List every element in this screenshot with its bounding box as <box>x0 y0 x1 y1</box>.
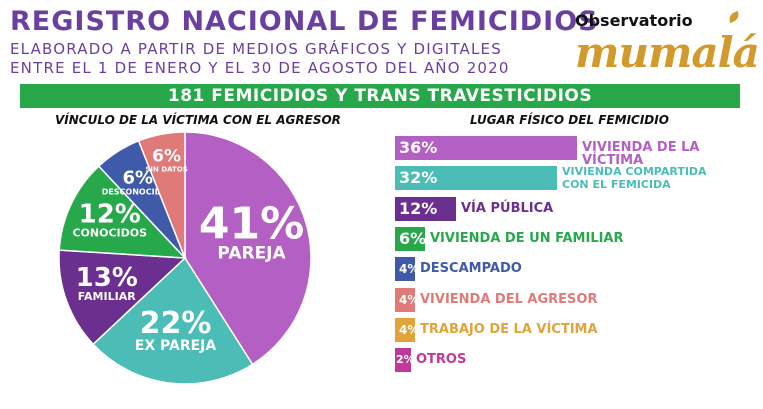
bar-row: 36% VIVIENDA DE LA VÍCTIMA <box>395 136 755 167</box>
leaf-icon <box>726 10 742 24</box>
bar-row: 32% VIVIENDA COMPARTIDA CON EL FEMICIDA <box>395 165 755 192</box>
pie-category-label: CONOCIDOS <box>72 227 147 240</box>
bar-label: VIVIENDA DE LA VÍCTIMA <box>582 140 700 168</box>
pie-value-label: 12% <box>79 200 141 230</box>
pie-slice-conocidos <box>58 165 187 259</box>
bar-row: 6% VIVIENDA DE UN FAMILIAR <box>395 226 755 251</box>
bar-row: 4% DESCAMPADO <box>395 257 755 282</box>
logo-caption: Observatorio <box>575 11 693 30</box>
bar: 32% <box>395 166 557 191</box>
bar: 6% <box>395 226 426 251</box>
pie-slice-ex-pareja <box>92 256 254 385</box>
pie-value-label: 22% <box>140 306 212 341</box>
bar-chart: 36% VIVIENDA DE LA VÍCTIMA 32% VIVIENDA COM… <box>395 136 755 396</box>
bar-row: 12% VÍA PÚBLICA <box>395 196 755 221</box>
pie-value-label: 6% <box>152 146 181 166</box>
pie-value-label: 13% <box>76 263 138 293</box>
bar-label: DESCAMPADO <box>420 261 522 277</box>
bar-label: VIVIENDA COMPARTIDA CON EL FEMICIDA <box>562 165 707 192</box>
pie-category-label: DESCONOCIDOS <box>102 188 174 197</box>
bar-label: TRABAJO DE LA VÍCTIMA <box>420 321 598 337</box>
pie-value-label: 41% <box>199 199 304 250</box>
pie-slice-sin-datos <box>137 131 186 259</box>
pie-category-label: SIN DATOS <box>145 165 187 173</box>
logo-wordmark: mumalá <box>575 28 760 77</box>
page-title: REGISTRO NACIONAL DE FEMICIDIOS <box>10 6 599 37</box>
bar: 4% <box>395 287 419 312</box>
pie-category-label: EX PAREJA <box>135 338 217 354</box>
bar-chart-title: LUGAR FÍSICO DEL FEMICIDIO <box>470 113 669 127</box>
bar-label: VIVIENDA DE UN FAMILIAR <box>430 230 624 246</box>
bar: 36% <box>395 136 577 160</box>
bar-label: VÍA PÚBLICA <box>461 200 554 216</box>
bar: 2% <box>395 348 415 373</box>
bar: 4% <box>395 257 419 282</box>
bar: 4% <box>395 317 419 342</box>
bar-label: VIVIENDA DEL AGRESOR <box>420 291 598 307</box>
pie-chart: 41%PAREJA 22%EX PAREJA 13%FAMILIAR 12%CONOC… <box>58 131 312 385</box>
pie-slice-familiar <box>58 249 187 346</box>
subtitle-line-1: ELABORADO A PARTIR DE MEDIOS GRÁFICOS Y … <box>10 40 502 58</box>
subtitle-line-2: ENTRE EL 1 DE ENERO Y EL 30 DE AGOSTO DE… <box>10 59 510 77</box>
bar-row: 4% TRABAJO DE LA VÍCTIMA <box>395 317 755 342</box>
bar-label: OTROS <box>416 352 467 368</box>
pie-category-label: FAMILIAR <box>78 290 136 303</box>
total-banner: 181 FEMICIDIOS Y TRANS TRAVESTICIDIOS <box>20 84 740 108</box>
pie-value-label: 6% <box>122 168 153 189</box>
pie-chart-title: VÍNCULO DE LA VÍCTIMA CON EL AGRESOR <box>55 113 341 127</box>
pie-category-label: PAREJA <box>217 244 286 264</box>
bar-row: 2% OTROS <box>395 348 755 373</box>
bar-row: 4% VIVIENDA DEL AGRESOR <box>395 287 755 312</box>
bar: 12% <box>395 196 456 221</box>
